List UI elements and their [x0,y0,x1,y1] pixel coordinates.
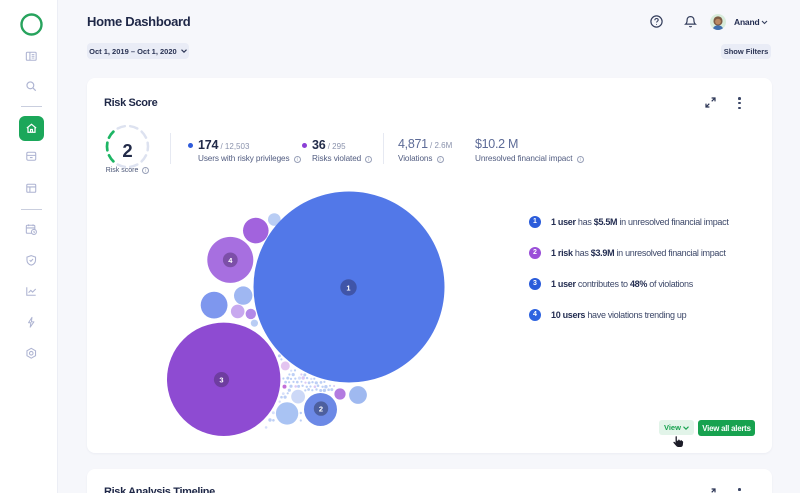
svg-text:1: 1 [346,283,350,292]
svg-text:3: 3 [219,376,223,385]
svg-text:4: 4 [228,256,233,265]
svg-text:2: 2 [319,405,323,414]
